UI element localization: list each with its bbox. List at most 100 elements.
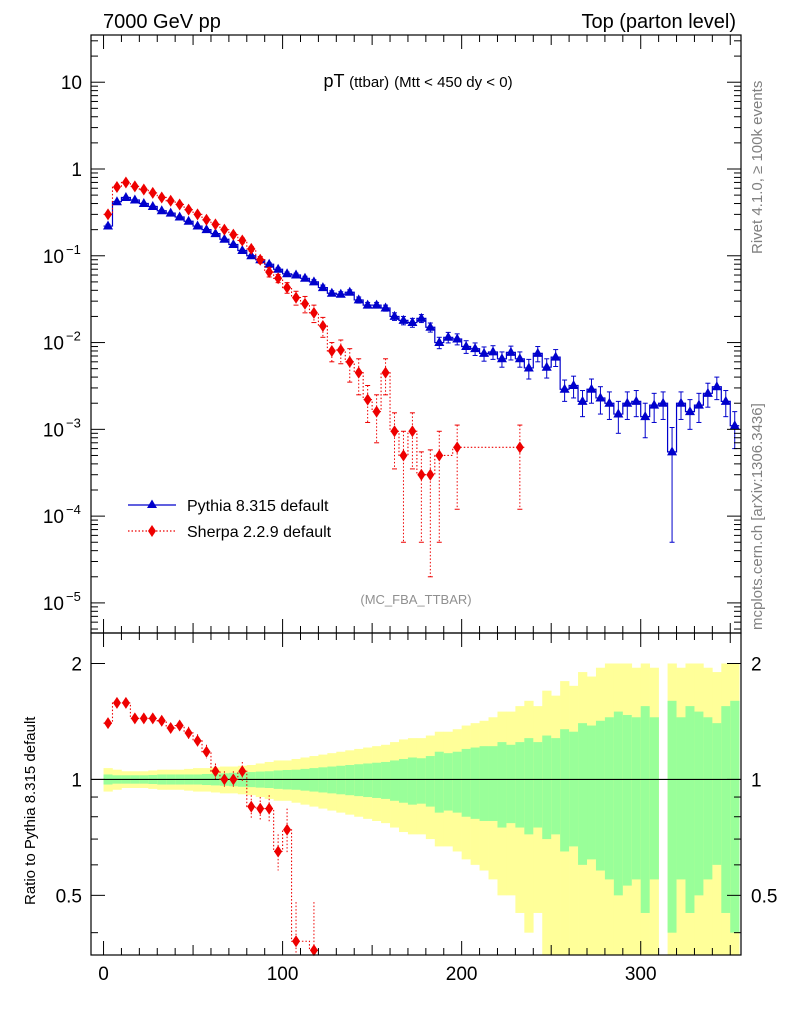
pythia-point	[407, 317, 418, 327]
pythia-point	[192, 220, 203, 230]
ratio-y-tick-label: 1	[71, 770, 82, 791]
ratio-y-tick-label-right: 2	[751, 654, 762, 675]
ratio-band-inner	[533, 742, 543, 828]
pythia-point	[559, 383, 570, 393]
ratio-y-tick-label: 2	[71, 654, 82, 675]
legend-pythia: Pythia 8.315 default	[128, 498, 329, 515]
pythia-point	[684, 406, 695, 416]
ratio-band-inner	[354, 764, 364, 797]
ratio-band-inner	[578, 723, 588, 865]
ratio-band-inner	[649, 717, 659, 880]
ratio-sherpa-point	[104, 717, 113, 730]
sherpa-point	[363, 393, 372, 406]
ratio-sherpa-point	[130, 712, 139, 725]
pythia-point	[640, 411, 651, 421]
mcplots-label: mcplots.cern.ch [arXiv:1306.3436]	[749, 403, 766, 630]
pythia-point	[667, 446, 678, 456]
sherpa-point	[130, 180, 139, 193]
sherpa-point	[202, 213, 211, 226]
pythia-point	[201, 224, 212, 234]
sherpa-point	[292, 291, 301, 304]
pythia-point	[210, 228, 221, 238]
ratio-band-inner	[676, 717, 686, 880]
ratio-band-inner	[452, 751, 462, 813]
sherpa-point	[193, 208, 202, 221]
pythia-point	[389, 310, 400, 320]
sherpa-point	[238, 234, 247, 247]
ratio-band-inner	[425, 756, 436, 807]
pythia-point	[658, 397, 669, 407]
sherpa-point	[399, 449, 408, 462]
pythia-point	[595, 392, 606, 402]
ratio-band-inner	[390, 760, 400, 801]
x-tick-label: 0	[98, 964, 109, 985]
ratio-band-inner	[461, 748, 471, 817]
ratio-band-inner	[470, 747, 480, 819]
sherpa-point	[336, 344, 345, 357]
pythia-point	[317, 282, 328, 292]
ratio-sherpa-point	[247, 800, 256, 813]
sherpa-point	[417, 468, 426, 481]
pythia-point	[299, 272, 310, 282]
sherpa-point	[148, 186, 157, 199]
main-y-tick-label: 10	[43, 420, 64, 441]
ratio-band-inner	[569, 731, 579, 847]
ratio-band-inner	[336, 765, 346, 795]
sherpa-point	[309, 306, 318, 319]
main-y-tick-exponent: −2	[66, 329, 81, 344]
main-y-tick-label: 10	[43, 247, 64, 268]
ratio-band-inner	[631, 717, 642, 880]
sherpa-point	[157, 191, 166, 204]
ratio-sherpa-point	[283, 823, 292, 836]
ratio-sherpa-point	[193, 734, 202, 747]
pythia-point	[308, 276, 319, 286]
pythia-point	[174, 211, 185, 221]
pythia-point	[165, 207, 176, 217]
pythia-point	[550, 351, 561, 361]
pythia-point	[129, 194, 140, 204]
pythia-point	[479, 347, 490, 357]
ratio-sherpa-point	[309, 944, 318, 957]
sherpa-point	[515, 441, 524, 454]
pythia-point	[461, 341, 472, 351]
ratio-band-inner	[416, 758, 427, 804]
ratio-y-tick-label-right: 1	[751, 770, 762, 791]
sherpa-point	[274, 272, 283, 285]
sherpa-point	[220, 223, 229, 236]
ratio-band-inner	[542, 735, 552, 840]
pythia-point	[496, 353, 507, 363]
sherpa-point	[354, 366, 363, 379]
pythia-point	[156, 205, 167, 215]
ratio-sherpa-point	[175, 719, 184, 732]
pythia-step-line	[103, 196, 740, 453]
x-tick-label: 100	[267, 964, 299, 985]
sherpa-point	[381, 366, 390, 379]
ratio-band-inner	[613, 711, 624, 896]
legend-sherpa: Sherpa 2.2.9 default	[128, 524, 332, 541]
main-plot-marks	[103, 176, 740, 578]
legend: Pythia 8.315 default Sherpa 2.2.9 defaul…	[128, 498, 332, 541]
ratio-sherpa-point	[121, 696, 130, 709]
main-y-tick-label: 10	[43, 334, 64, 355]
ratio-sherpa-point	[292, 935, 301, 948]
ratio-band-inner	[434, 751, 445, 813]
ratio-band-inner	[363, 763, 373, 798]
ratio-sherpa-point	[148, 712, 157, 725]
header-left: 7000 GeV pp	[103, 11, 221, 33]
ratio-band-inner	[443, 753, 454, 811]
ratio-band-inner	[345, 765, 355, 796]
sherpa-point	[229, 228, 238, 241]
sherpa-point	[112, 181, 121, 194]
sherpa-point	[390, 425, 399, 438]
sherpa-point	[435, 449, 444, 462]
analysis-tag: (MC_FBA_TTBAR)	[360, 592, 471, 607]
ratio-sherpa-point	[229, 773, 238, 786]
pythia-point	[505, 346, 516, 356]
main-y-tick-label: 10	[43, 594, 64, 615]
ratio-band-inner	[721, 706, 731, 913]
ratio-band-inner	[694, 711, 704, 896]
main-frame	[90, 34, 742, 634]
